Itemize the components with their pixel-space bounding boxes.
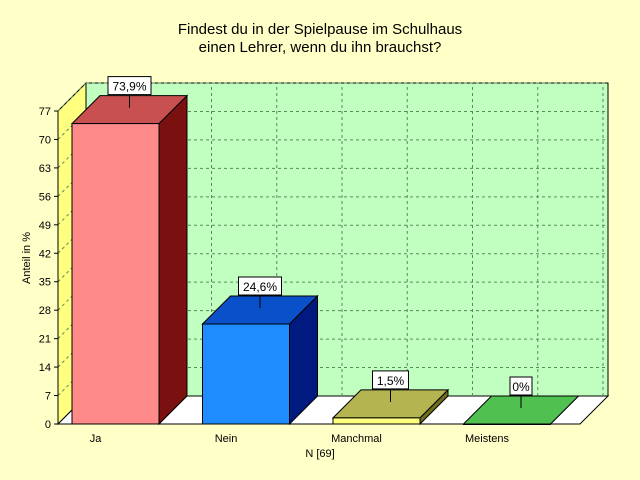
bar-side xyxy=(158,94,188,426)
y-tick-label: 49 xyxy=(39,220,51,232)
y-tick-label: 0 xyxy=(45,419,51,431)
grid-line-left-wall xyxy=(57,82,87,112)
bar-group-manchmal xyxy=(331,388,450,426)
data-label-box xyxy=(509,376,533,396)
data-label: 24,6% xyxy=(243,280,277,294)
bars xyxy=(70,94,580,426)
x-category-label: Nein xyxy=(215,433,238,445)
chart-title-line-1: Findest du in der Spielpause im Schulhau… xyxy=(178,21,462,38)
y-tick-label: 77 xyxy=(39,106,51,118)
y-tick-label: 63 xyxy=(39,163,51,175)
y-tick-label: 21 xyxy=(39,334,51,346)
data-label-box xyxy=(107,76,152,96)
x-category-label: Ja xyxy=(90,433,103,445)
x-axis-label: N [69] xyxy=(305,448,334,460)
data-labels: 73,9% 24,6% 1,5% 0% xyxy=(107,76,533,408)
x-category-label: Manchmal xyxy=(331,433,382,445)
y-tick-label: 42 xyxy=(39,248,51,260)
x-category-label: Meistens xyxy=(465,433,510,445)
bar-front xyxy=(71,123,160,425)
y-tick-label: 56 xyxy=(39,191,51,203)
data-label-box xyxy=(238,276,282,296)
x-category-labels: Ja Nein Manchmal Meistens xyxy=(58,423,580,445)
y-tick-label: 28 xyxy=(39,305,51,317)
bar-group-nein xyxy=(201,294,319,426)
bar-front xyxy=(332,417,421,425)
y-tick-labels: 0 7 14 21 28 35 42 49 56 63 70 77 xyxy=(39,106,59,431)
y-tick-label: 14 xyxy=(39,362,51,374)
bar-front xyxy=(202,323,290,425)
data-label-box xyxy=(372,370,409,390)
data-label: 0% xyxy=(512,380,530,394)
data-label: 73,9% xyxy=(112,80,146,94)
bar-group-ja xyxy=(70,94,189,426)
chart-title-line-2: einen Lehrer, wenn du ihn brauchst? xyxy=(199,39,442,56)
y-axis-label: Anteil in % xyxy=(21,232,33,284)
y-tick-label: 70 xyxy=(39,134,51,146)
y-tick-label: 35 xyxy=(39,277,51,289)
y-tick-label: 7 xyxy=(45,391,51,403)
data-label: 1,5% xyxy=(377,374,405,388)
